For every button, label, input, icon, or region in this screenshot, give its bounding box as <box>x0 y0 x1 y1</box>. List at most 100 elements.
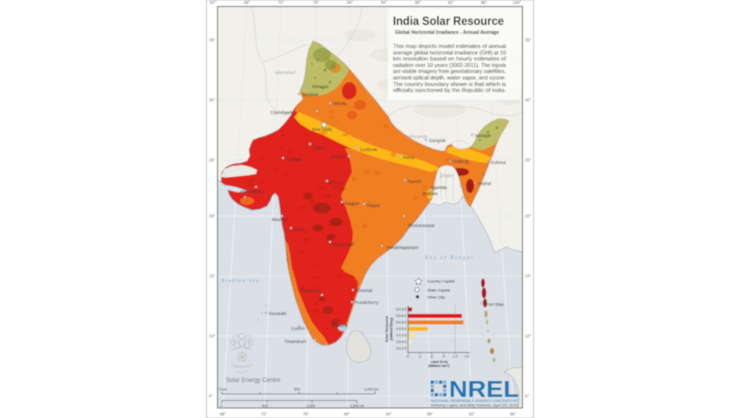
svg-text:3.0-3.5: 3.0-3.5 <box>396 347 407 351</box>
svg-text:Agartala: Agartala <box>431 185 448 190</box>
svg-text:6.0-6.5: 6.0-6.5 <box>396 308 407 312</box>
svg-text:NREL: NREL <box>449 376 519 402</box>
svg-text:3.5-4.0: 3.5-4.0 <box>396 340 407 344</box>
svg-text:New Delhi: New Delhi <box>312 127 332 132</box>
svg-text:500: 500 <box>262 404 268 408</box>
svg-text:1.2: 1.2 <box>453 355 458 359</box>
svg-text:km resolution based on hourly: km resolution based on hourly estimates … <box>393 57 507 63</box>
svg-text:68°: 68° <box>244 0 251 5</box>
svg-text:Nagpur: Nagpur <box>345 201 360 206</box>
svg-text:30°: 30° <box>525 98 532 103</box>
svg-text:Bhopal: Bhopal <box>330 180 344 185</box>
svg-text:Other City: Other City <box>427 294 445 299</box>
svg-text:Ahmedabad: Ahmedabad <box>240 189 264 194</box>
svg-text:10°: 10° <box>525 334 532 339</box>
svg-text:The country boundary shown is: The country boundary shown is that which… <box>393 82 507 88</box>
svg-text:Solar Energy Centre: Solar Energy Centre <box>226 378 281 384</box>
svg-text:20°: 20° <box>209 214 216 219</box>
svg-text:20°: 20° <box>525 214 532 219</box>
svg-text:.3: .3 <box>418 355 421 359</box>
svg-text:92°: 92° <box>469 412 476 417</box>
svg-text:5.0-5.5: 5.0-5.5 <box>396 321 407 325</box>
svg-text:Kolkata: Kolkata <box>423 191 438 196</box>
svg-text:1.5: 1.5 <box>464 355 469 359</box>
svg-text:Vishakhapatnam: Vishakhapatnam <box>386 245 419 250</box>
svg-text:Chandigarh: Chandigarh <box>270 110 293 115</box>
svg-text:72°: 72° <box>261 412 268 417</box>
svg-text:35°: 35° <box>525 38 532 43</box>
svg-text:Madurai: Madurai <box>332 323 348 328</box>
svg-text:.6: .6 <box>430 355 433 359</box>
svg-text:Islamabad: Islamabad <box>275 70 296 75</box>
svg-text:0: 0 <box>407 355 409 359</box>
svg-text:Country Capital: Country Capital <box>427 279 455 284</box>
svg-text:Ranchi: Ranchi <box>408 179 422 184</box>
svg-text:Dhaka: Dhaka <box>440 173 453 178</box>
svg-text:Kohima: Kohima <box>491 160 506 165</box>
svg-text:Trivandrum: Trivandrum <box>284 339 306 344</box>
svg-text:NATIONAL RENEWABLE ENERGY LABO: NATIONAL RENEWABLE ENERGY LABORATORY <box>431 399 520 403</box>
svg-text:are visible imagery from geost: are visible imagery from geostationary s… <box>393 69 506 75</box>
svg-text:500: 500 <box>294 388 300 392</box>
svg-text:Bangalore: Bangalore <box>301 288 322 293</box>
svg-text:5.5-6.0: 5.5-6.0 <box>396 314 407 318</box>
svg-text:0 km: 0 km <box>219 388 227 392</box>
svg-text:Global Horizontal Irradiance -: Global Horizontal Irradiance - Annual Av… <box>395 30 499 36</box>
svg-text:.9: .9 <box>442 355 445 359</box>
svg-text:88°: 88° <box>415 0 422 5</box>
svg-text:Cochin: Cochin <box>291 326 305 331</box>
svg-text:Pune: Pune <box>294 227 305 232</box>
svg-text:Shimla: Shimla <box>333 101 347 106</box>
svg-text:Kathmandu: Kathmandu <box>405 134 428 139</box>
svg-text:Kanpur: Kanpur <box>331 154 346 159</box>
svg-text:15°: 15° <box>209 274 216 279</box>
svg-text:average global horizontal irra: average global horizontal irradiance (GH… <box>393 50 506 56</box>
svg-text:Amritsar: Amritsar <box>302 92 319 97</box>
svg-text:Bhubaneswar: Bhubaneswar <box>408 223 435 228</box>
svg-text:Arabian Sea: Arabian Sea <box>220 279 260 284</box>
svg-text:Imphal: Imphal <box>478 181 491 186</box>
svg-text:Jaipur: Jaipur <box>313 145 325 150</box>
svg-text:64°: 64° <box>210 0 217 5</box>
svg-text:India Solar Resource: India Solar Resource <box>393 14 504 28</box>
svg-text:(Million km²): (Million km²) <box>428 364 450 368</box>
svg-text:(kWh/m²/Day): (kWh/m²/Day) <box>390 317 394 341</box>
svg-text:Solar Resource: Solar Resource <box>385 316 389 342</box>
svg-text:State Capital: State Capital <box>427 287 450 292</box>
svg-text:This map depicts model estimat: This map depicts model estimates of annu… <box>393 44 506 50</box>
svg-text:radiation over 10 years (2002-: radiation over 10 years (2002-2011). The… <box>393 63 507 69</box>
svg-text:80°: 80° <box>344 412 351 417</box>
svg-text:76°: 76° <box>313 0 320 5</box>
svg-text:Anthony Lopez and Billy Robert: Anthony Lopez and Billy Roberts, April 2… <box>431 404 519 408</box>
svg-text:84°: 84° <box>386 412 393 417</box>
svg-text:Bay of Bengal: Bay of Bengal <box>425 256 474 261</box>
svg-text:Patna: Patna <box>403 155 415 160</box>
svg-text:Chennai: Chennai <box>356 288 372 293</box>
svg-text:officially sanctioned by the R: officially sanctioned by the Republic of… <box>393 88 506 94</box>
svg-text:Lucknow: Lucknow <box>360 147 378 152</box>
svg-text:Itanagar: Itanagar <box>475 133 492 138</box>
svg-text:72°: 72° <box>278 0 285 5</box>
svg-text:100°: 100° <box>513 0 522 5</box>
svg-text:1,000: 1,000 <box>306 404 315 408</box>
svg-text:Land Area: Land Area <box>430 360 448 364</box>
svg-text:aerosol optical depth, water v: aerosol optical depth, water vapor, and … <box>393 76 506 82</box>
svg-text:96°: 96° <box>510 412 517 417</box>
svg-text:80°: 80° <box>347 0 354 5</box>
svg-text:Kavaratti: Kavaratti <box>269 311 286 316</box>
svg-text:96°: 96° <box>481 0 488 5</box>
svg-text:35°: 35° <box>209 38 216 43</box>
svg-text:84°: 84° <box>381 0 388 5</box>
svg-text:5°: 5° <box>209 394 213 399</box>
svg-text:Shillong: Shillong <box>453 159 469 164</box>
svg-text:Mumbai: Mumbai <box>272 217 288 222</box>
svg-text:4.0-4.5: 4.0-4.5 <box>396 334 407 338</box>
svg-text:Raipur: Raipur <box>367 203 380 208</box>
svg-text:4.5-5.0: 4.5-5.0 <box>396 327 407 331</box>
svg-text:15°: 15° <box>525 274 532 279</box>
svg-text:Srinagar: Srinagar <box>312 84 329 89</box>
svg-text:Gangtok: Gangtok <box>429 138 446 143</box>
svg-text:Port Blair: Port Blair <box>486 302 505 307</box>
svg-text:Jodhpur: Jodhpur <box>286 157 302 162</box>
svg-text:0: 0 <box>221 404 223 408</box>
